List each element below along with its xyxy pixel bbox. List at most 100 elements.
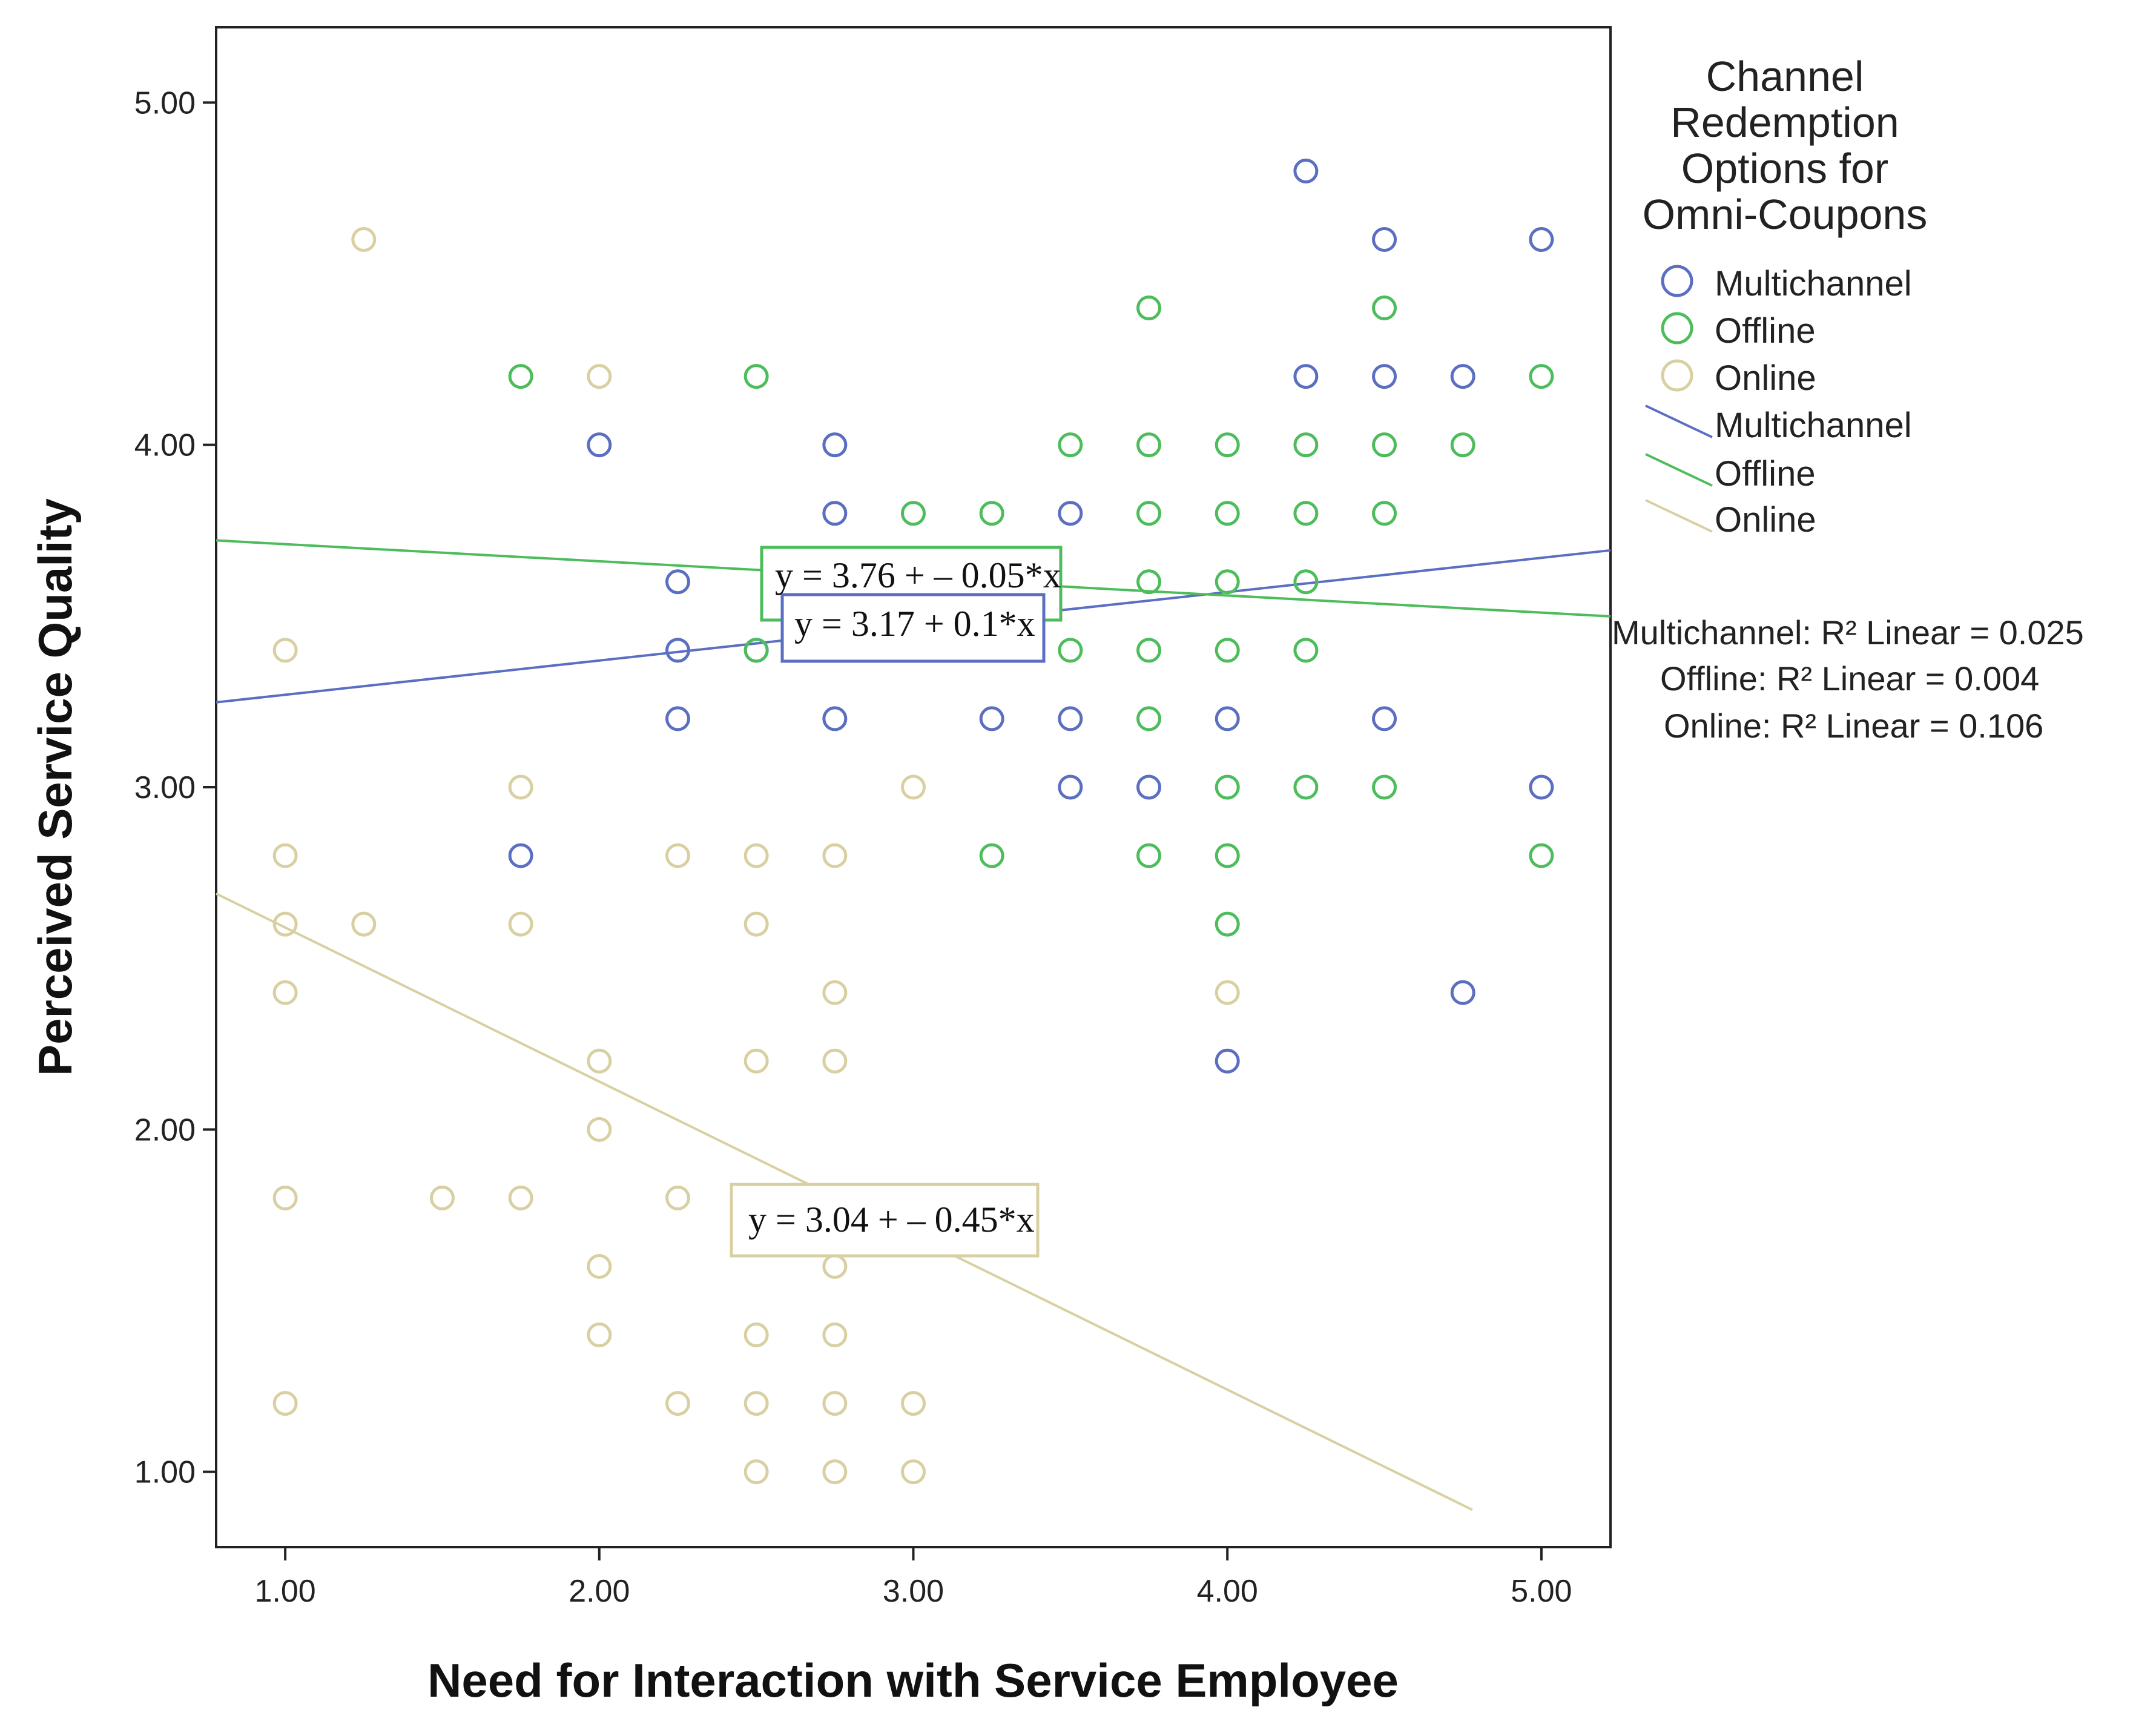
point-offline — [1215, 774, 1240, 800]
point-online — [665, 843, 690, 868]
point-offline — [1215, 432, 1240, 458]
point-multichannel — [979, 706, 1004, 731]
point-online — [822, 1048, 848, 1074]
y-tick-label: 1.00 — [134, 1455, 196, 1490]
legend-marker-online — [1661, 359, 1693, 392]
point-online — [508, 1185, 533, 1210]
legend-line-label-multichannel: Multichannel — [1715, 406, 1912, 445]
r2-multichannel-value: 0.025 — [1999, 613, 2084, 652]
x-tick-label: 2.00 — [569, 1574, 630, 1609]
point-online — [665, 1185, 690, 1210]
point-offline — [1215, 843, 1240, 868]
point-multichannel — [665, 569, 690, 595]
x-tick-label: 3.00 — [883, 1574, 944, 1609]
r2-multichannel: Multichannel: R² Linear = 0.025 — [1612, 613, 2084, 652]
point-online — [272, 843, 298, 868]
point-offline — [1136, 295, 1162, 321]
equation-box-online — [730, 1183, 1040, 1258]
point-online — [743, 1322, 769, 1348]
point-online — [1215, 980, 1240, 1005]
point-multichannel — [665, 638, 690, 663]
point-online — [272, 911, 298, 937]
point-multichannel — [1372, 226, 1397, 252]
point-online — [272, 1185, 298, 1210]
equation-multichannel: y = 3.17 + 0.1*x — [794, 604, 1035, 644]
point-multichannel — [1215, 706, 1240, 731]
y-tick-label: 2.00 — [134, 1112, 196, 1147]
y-axis-title: Perceived Service Quality — [28, 498, 82, 1076]
point-offline — [979, 501, 1004, 526]
equation-offline: y = 3.76 + – 0.05*x — [775, 555, 1061, 595]
point-offline — [1136, 432, 1162, 458]
point-offline — [1215, 569, 1240, 595]
point-online — [508, 911, 533, 937]
point-online — [822, 1391, 848, 1416]
point-online — [587, 1322, 612, 1348]
point-online — [429, 1185, 455, 1210]
point-offline — [1136, 638, 1162, 663]
point-offline — [1136, 501, 1162, 526]
point-online — [351, 911, 377, 937]
r2-offline-value: 0.004 — [1954, 659, 2039, 698]
legend-label-offline: Offline — [1715, 311, 1816, 351]
point-online — [743, 843, 769, 868]
point-offline — [901, 501, 926, 526]
point-online — [665, 1391, 690, 1416]
point-multichannel — [1372, 706, 1397, 731]
legend-line-offline — [1645, 453, 1713, 487]
equation-labels: y = 3.76 + – 0.05*x y = 3.17 + 0.1*x y =… — [748, 555, 1061, 1240]
point-offline — [1058, 432, 1083, 458]
point-offline — [979, 843, 1004, 868]
point-offline — [1529, 843, 1554, 868]
r2-multichannel-label: Multichannel: R² Linear = — [1612, 613, 1999, 652]
point-online — [272, 980, 298, 1005]
legend-title-line-4: Omni-Coupons — [1643, 191, 1928, 238]
point-offline — [1372, 774, 1397, 800]
r2-online-value: 0.106 — [1959, 707, 2043, 745]
x-tick-label: 5.00 — [1511, 1574, 1572, 1609]
data-points — [272, 158, 1554, 1485]
point-offline — [1372, 295, 1397, 321]
point-multichannel — [1529, 774, 1554, 800]
point-multichannel — [1450, 364, 1475, 389]
x-tick-label: 4.00 — [1197, 1574, 1258, 1609]
r2-online-label: Online: R² Linear = — [1664, 707, 1959, 745]
legend-line-online — [1645, 499, 1713, 533]
point-multichannel — [1215, 1048, 1240, 1074]
point-online — [272, 638, 298, 663]
point-multichannel — [1058, 501, 1083, 526]
point-multichannel — [665, 706, 690, 731]
point-online — [901, 1459, 926, 1485]
x-axis-title: Need for Interaction with Service Employ… — [427, 1654, 1399, 1707]
point-offline — [1136, 843, 1162, 868]
point-online — [743, 911, 769, 937]
point-online — [508, 774, 533, 800]
point-offline — [1215, 638, 1240, 663]
point-online — [587, 1117, 612, 1142]
point-multichannel — [508, 843, 533, 868]
point-online — [822, 1322, 848, 1348]
r2-offline-label: Offline: R² Linear = — [1660, 659, 1954, 698]
point-offline — [743, 364, 769, 389]
r-squared-annotations: Multichannel: R² Linear = 0.025 Offline:… — [1612, 613, 2084, 745]
point-offline — [1450, 432, 1475, 458]
point-multichannel — [587, 432, 612, 458]
point-multichannel — [822, 501, 848, 526]
point-offline — [1372, 501, 1397, 526]
point-offline — [1215, 501, 1240, 526]
point-online — [743, 1391, 769, 1416]
point-online — [822, 843, 848, 868]
point-offline — [1293, 569, 1319, 595]
legend-line-label-offline: Offline — [1715, 454, 1816, 494]
point-multichannel — [1450, 980, 1475, 1005]
point-online — [587, 364, 612, 389]
point-offline — [1136, 706, 1162, 731]
point-multichannel — [1058, 774, 1083, 800]
point-online — [901, 1391, 926, 1416]
point-online — [272, 1391, 298, 1416]
point-multichannel — [822, 432, 848, 458]
point-online — [822, 980, 848, 1005]
point-multichannel — [822, 706, 848, 731]
